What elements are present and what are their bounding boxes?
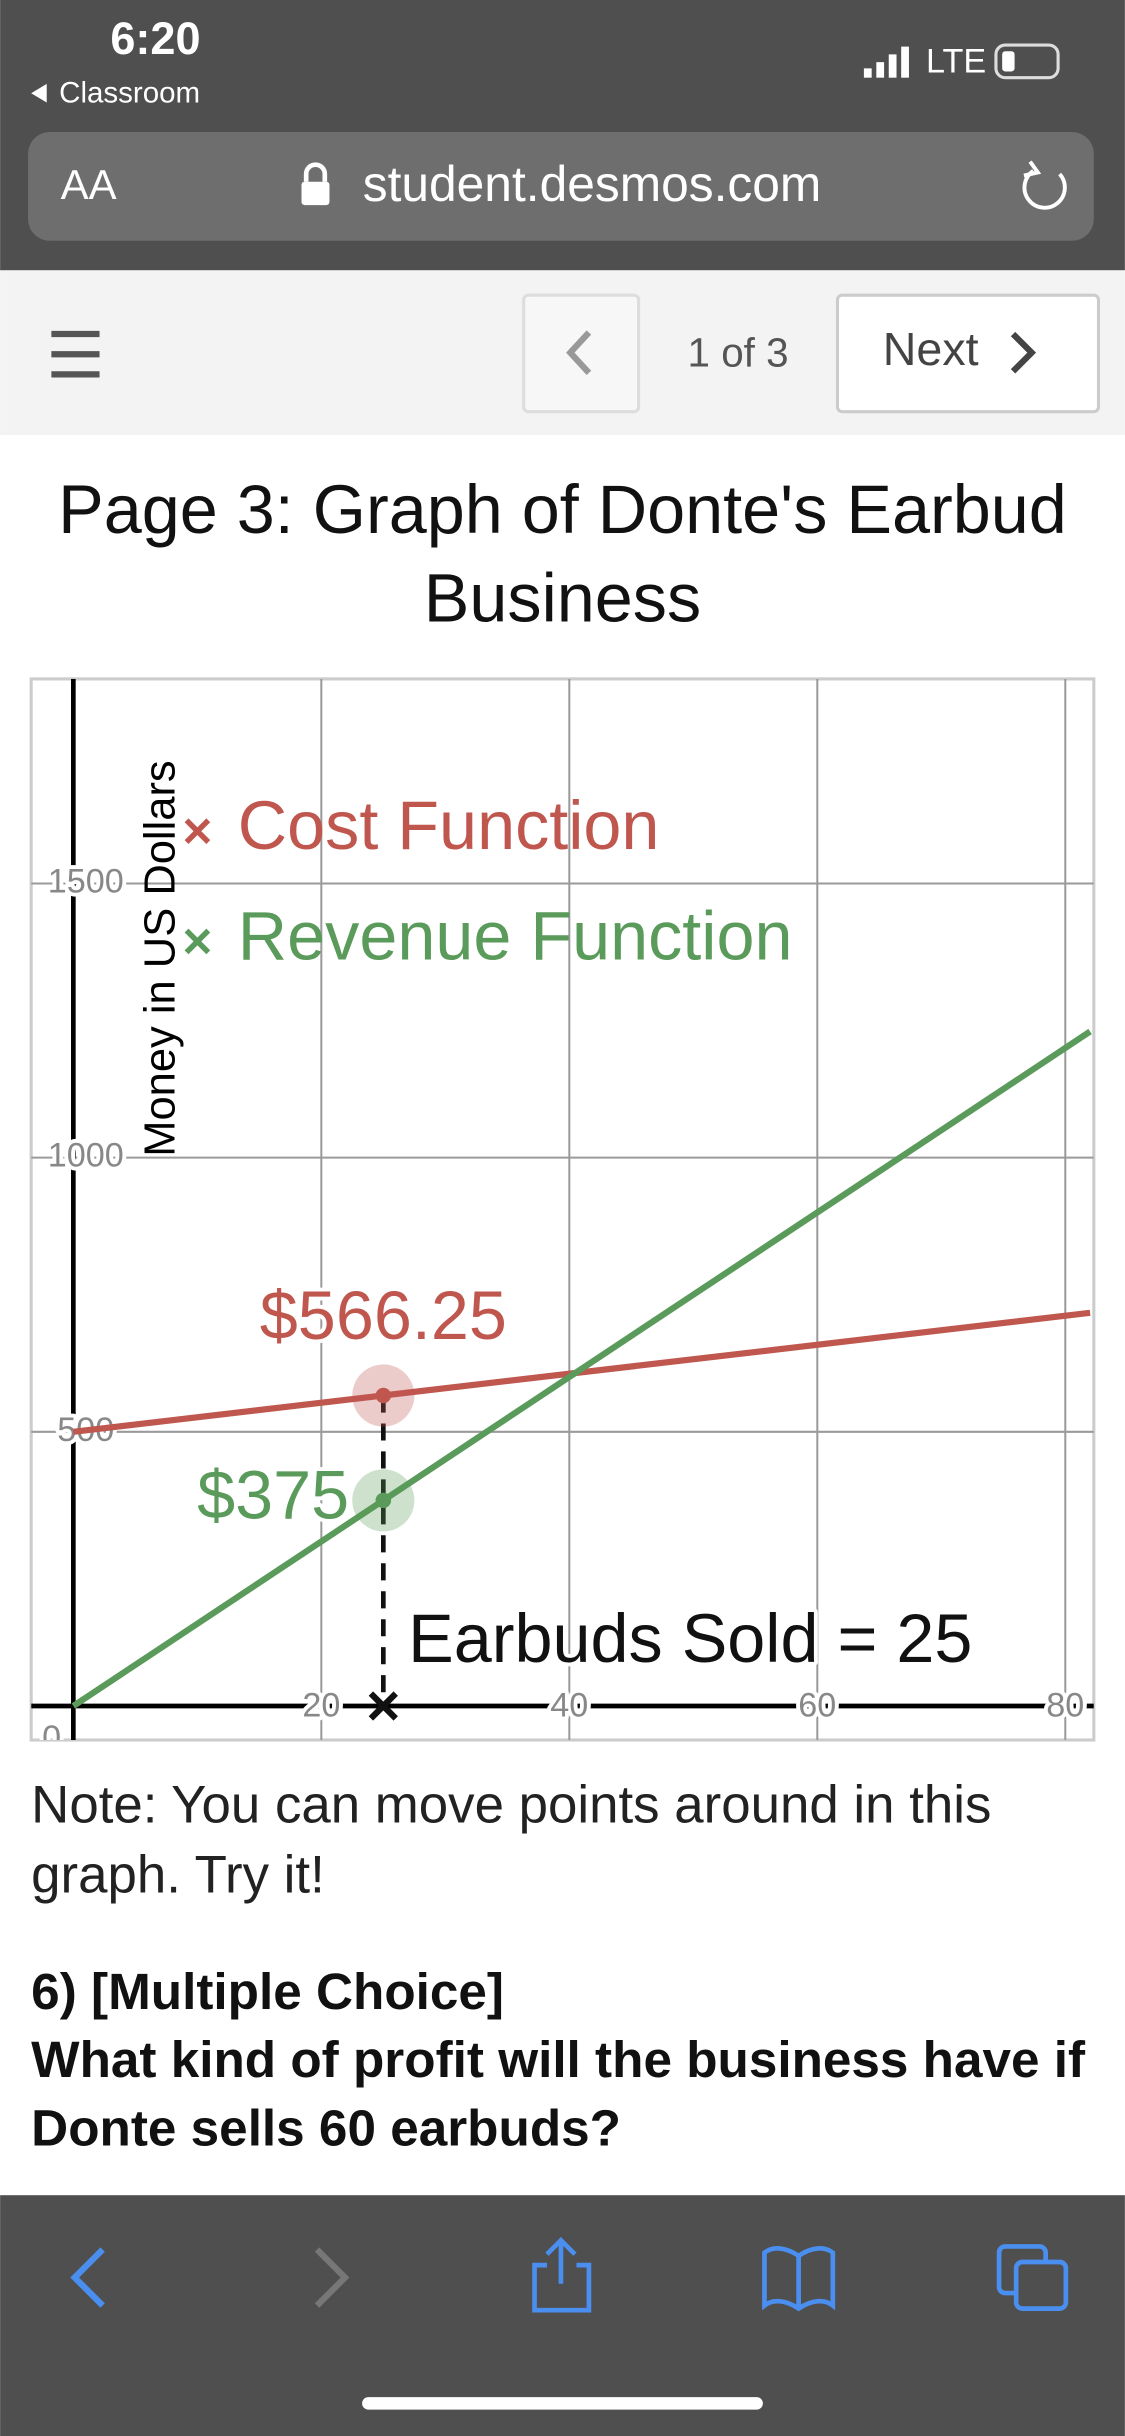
- menu-button[interactable]: [51, 330, 100, 378]
- note: Note: You can move points around in this…: [31, 1775, 992, 1905]
- y-tick-label: 1000: [48, 1137, 124, 1175]
- forward-button[interactable]: [314, 2247, 350, 2308]
- reload-arrow: [1023, 160, 1042, 178]
- reload-button[interactable]: [1022, 169, 1067, 210]
- x-tick-label: 20: [302, 1687, 340, 1725]
- point: [375, 1492, 392, 1509]
- next-button[interactable]: [835, 293, 1101, 414]
- back-app[interactable]: Classroom: [59, 77, 200, 110]
- x-tick-label: 60: [798, 1687, 836, 1725]
- battery-level: [1002, 51, 1015, 72]
- y-tick-label: 1500: [48, 862, 124, 900]
- url-bar[interactable]: [28, 132, 1094, 241]
- title-box: Page 3: Graph of Donte's Earbud Business: [58, 472, 1067, 637]
- prev-arrow: [566, 330, 592, 375]
- legend-marker: [184, 928, 211, 955]
- share-button[interactable]: [532, 2236, 592, 2313]
- signal: [863, 46, 909, 78]
- url[interactable]: student.desmos.com: [363, 156, 822, 212]
- network: LTE: [926, 43, 986, 81]
- point-label: Earbuds Sold = 25: [408, 1601, 972, 1677]
- question-box: 6) [Multiple Choice] What kind of profit…: [31, 1962, 1086, 2157]
- page-title: Page 3: Graph of Donte's Earbud Business: [58, 472, 1067, 637]
- prev-button[interactable]: [522, 293, 641, 414]
- x-tick-label: 80: [1046, 1687, 1084, 1725]
- next-label[interactable]: Next: [883, 323, 979, 375]
- clock: 6:20: [110, 13, 200, 64]
- bookmarks-button[interactable]: [762, 2246, 836, 2312]
- point: [375, 1387, 392, 1404]
- back-button[interactable]: [70, 2247, 105, 2308]
- graph-frame[interactable]: [29, 677, 1096, 1742]
- page-indicator: 1 of 3: [688, 329, 789, 375]
- point-marker: [368, 1691, 398, 1721]
- y-axis-label: Money in US Dollars: [137, 760, 185, 1156]
- tabs-button[interactable]: [996, 2244, 1069, 2311]
- legend-marker: [184, 818, 211, 844]
- question-text: What kind of profit will the business ha…: [31, 2030, 1086, 2157]
- battery: [994, 43, 1060, 80]
- home-indicator: [362, 2397, 763, 2410]
- point-label: $566.25: [260, 1278, 507, 1354]
- point-label: $375: [197, 1457, 349, 1533]
- back-arrow[interactable]: [31, 83, 47, 103]
- y-tick-label: 0: [42, 1719, 61, 1757]
- next-arrow: [1010, 331, 1037, 374]
- x-tick-label: 40: [550, 1687, 588, 1725]
- lock-icon: [301, 162, 330, 206]
- legend-label: Cost Function: [238, 788, 660, 864]
- question-number: 6) [Multiple Choice]: [31, 1962, 504, 2020]
- text-size-button[interactable]: AA: [61, 161, 117, 208]
- note-box: Note: You can move points around in this…: [31, 1775, 992, 1905]
- legend-label: Revenue Function: [238, 899, 793, 975]
- toolbar: [0, 2195, 1125, 2436]
